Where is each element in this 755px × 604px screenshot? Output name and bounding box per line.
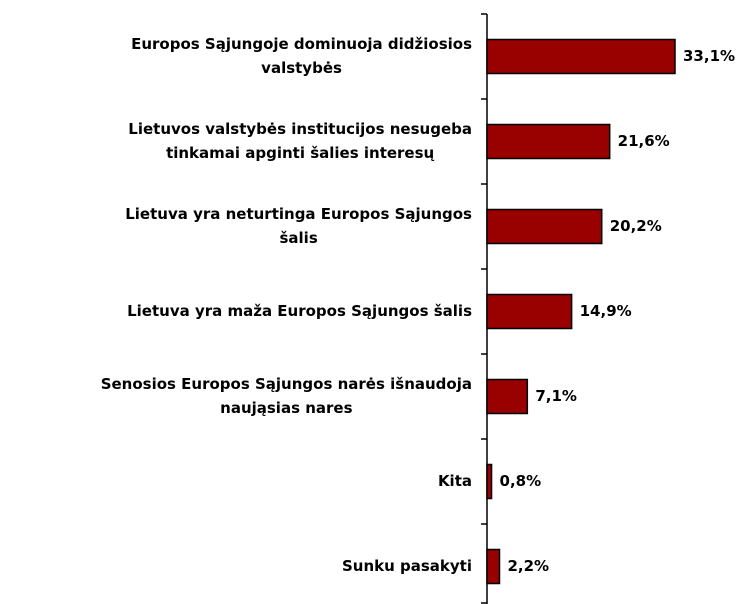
- bar: [486, 378, 529, 415]
- category-label: Kita: [438, 472, 472, 490]
- bar: [486, 38, 676, 75]
- value-label: 20,2%: [610, 217, 662, 235]
- value-label: 7,1%: [535, 387, 577, 405]
- bar: [486, 208, 603, 245]
- category-label: valstybės: [261, 59, 342, 77]
- value-label: 2,2%: [507, 557, 549, 575]
- category-label: Lietuva yra maža Europos Sąjungos šalis: [127, 302, 472, 320]
- category-label: šalis: [279, 229, 317, 247]
- value-label: 33,1%: [683, 47, 735, 65]
- bar: [486, 293, 573, 330]
- value-label: 0,8%: [500, 472, 542, 490]
- category-label: Senosios Europos Sąjungos narės išnaudoj…: [101, 375, 472, 393]
- category-label: Sunku pasakyti: [342, 557, 472, 575]
- bar: [486, 463, 493, 500]
- value-label: 21,6%: [618, 132, 670, 150]
- category-label: tinkamai apginti šalies interesų: [166, 144, 434, 162]
- category-label: Europos Sąjungoje dominuoja didžiosios: [131, 35, 472, 53]
- bar: [486, 548, 501, 585]
- category-label: Lietuva yra neturtinga Europos Sąjungos: [125, 205, 472, 223]
- value-label: 14,9%: [580, 302, 632, 320]
- bar: [486, 123, 611, 160]
- category-label: naująsias nares: [220, 399, 352, 417]
- category-label: Lietuvos valstybės institucijos nesugeba: [128, 120, 472, 138]
